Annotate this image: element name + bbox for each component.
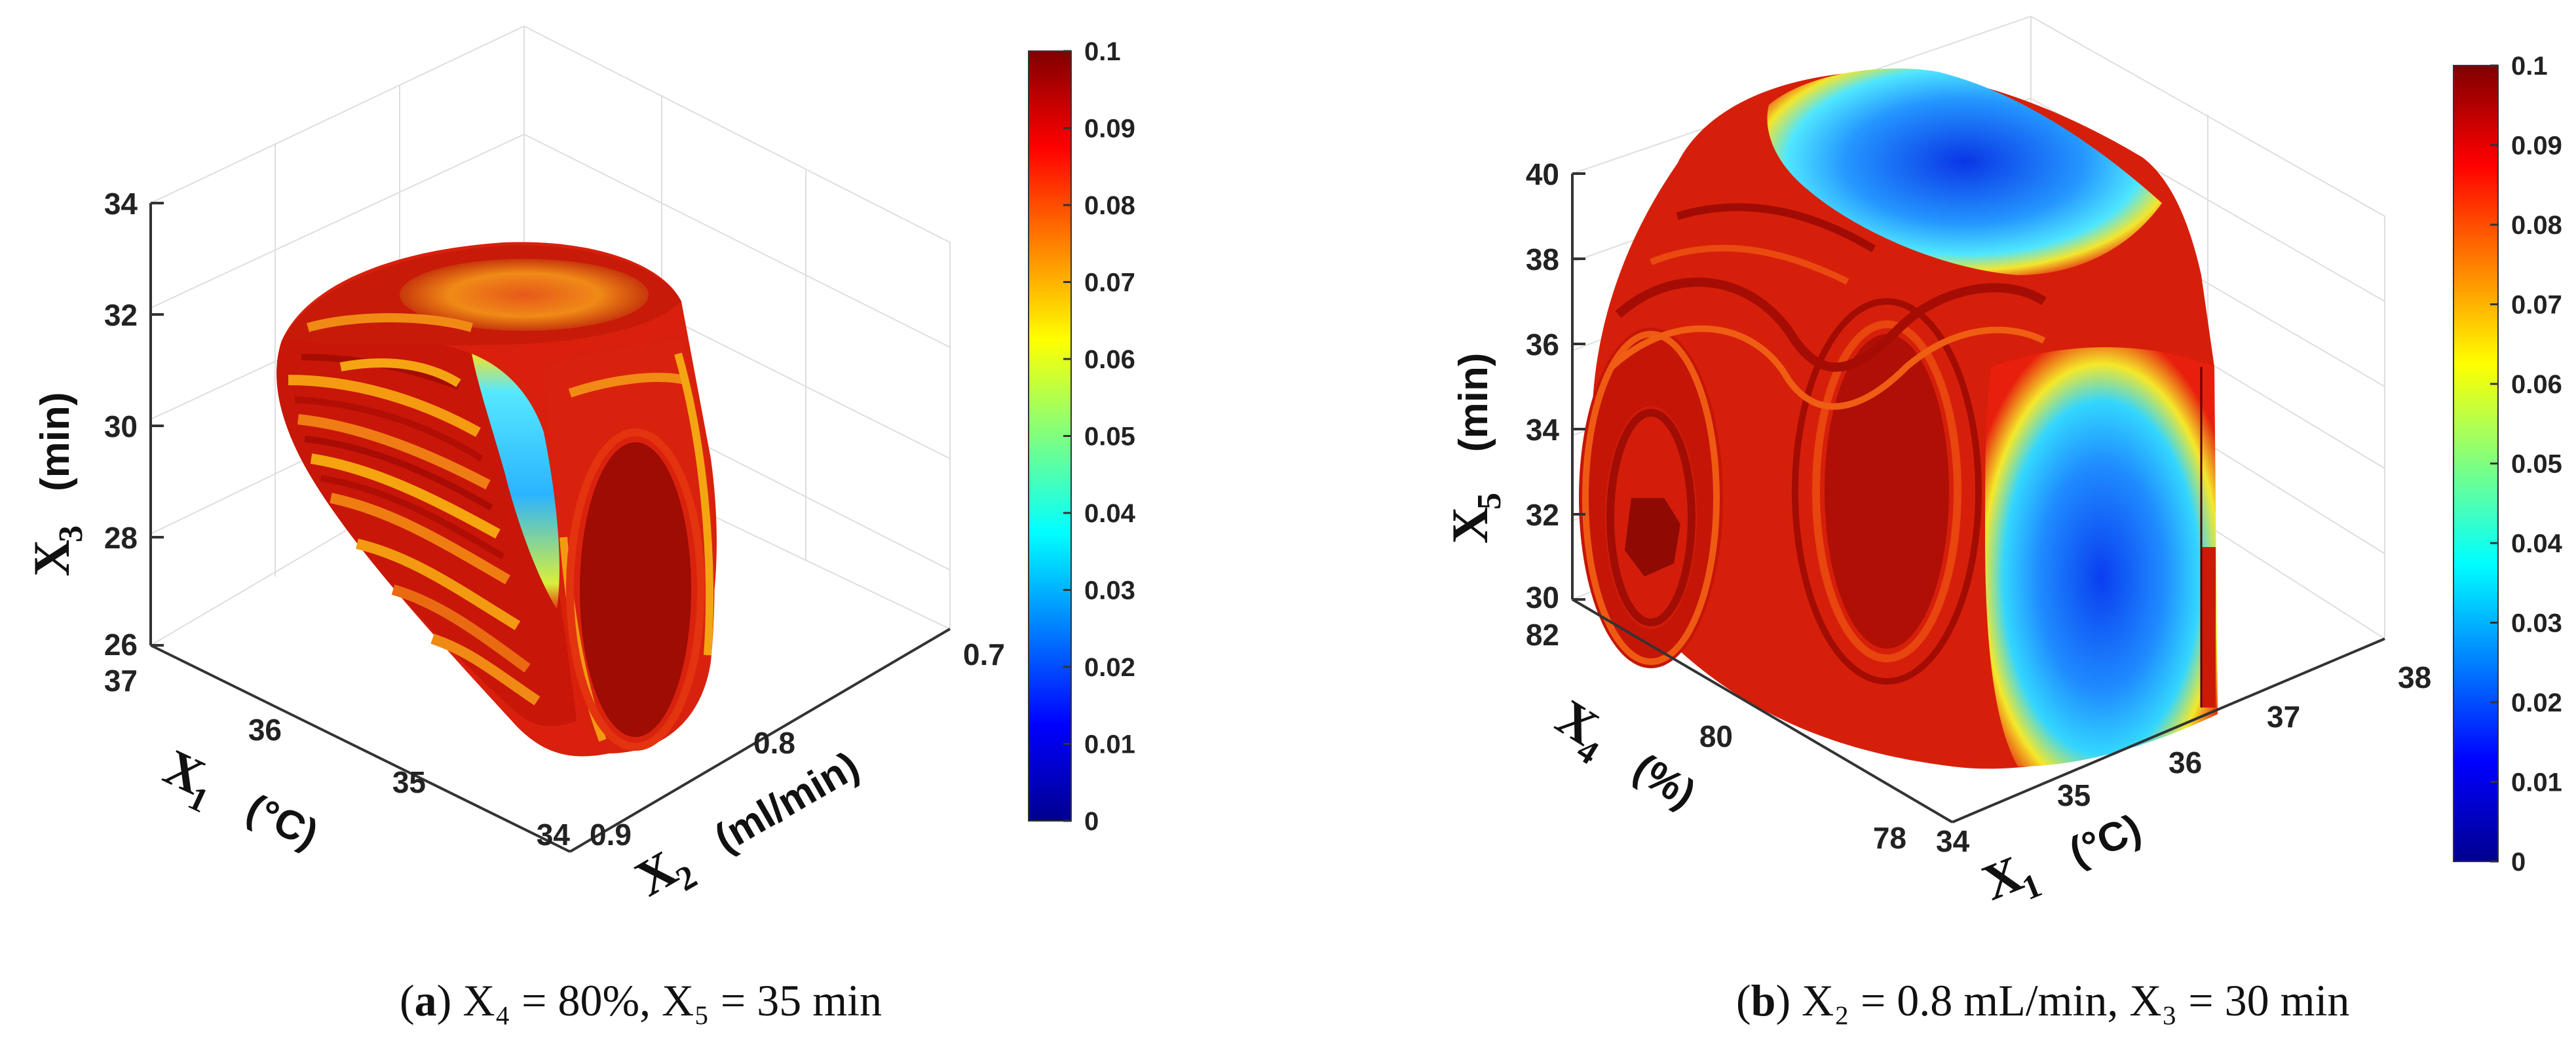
panel-b-colorbar-tick-label: 0.06 (2511, 370, 2562, 399)
panel-b-x4-tick: 80 (1699, 719, 1733, 753)
panel-b-volume (1579, 68, 2218, 768)
panel-b-x5-tick: 36 (1526, 328, 1559, 362)
panel-b-x1-unit: (°C) (2063, 806, 2148, 875)
panel-a-x2-tick: 0.7 (963, 637, 1005, 672)
panel-a-colorbar-ticks: 0 0.01 0.02 0.03 0.04 0.05 0.06 0.07 0.08 0.09 0.1 (1063, 37, 1136, 836)
panel-a-caption-label: a (415, 975, 437, 1025)
panel-a-x3-label: X 3 (min) (23, 392, 90, 577)
panel-a-caption-text: X₄ = 80%, X₅ = 35 min (463, 975, 882, 1025)
panel-b: 40 38 36 34 32 30 82 80 78 34 35 36 37 3… (1441, 16, 2563, 1025)
panel-a-x3-tick: 26 (104, 628, 138, 662)
panel-b-x1-tick: 35 (2057, 778, 2091, 812)
panel-a-caption-open-paren: ( (400, 975, 415, 1025)
panel-a-x3-subscript: 3 (52, 525, 90, 542)
panel-a-colorbar-tick-label: 0.05 (1084, 423, 1135, 451)
panel-b-x5-subscript: 5 (1471, 493, 1508, 510)
panel-b-x1-tick: 38 (2398, 660, 2431, 694)
panel-b-colorbar-tick-label: 0.07 (2511, 291, 2562, 320)
panel-b-colorbar-ticks: 0 0.01 0.02 0.03 0.04 0.05 0.06 0.07 0.08 0.09 0.1 (2490, 52, 2563, 877)
panel-b-colorbar-tick-label: 0.03 (2511, 609, 2562, 638)
panel-a-caption: (a) X₄ = 80%, X₅ = 35 min (400, 975, 882, 1025)
panel-a-colorbar-tick-label: 0.1 (1084, 37, 1121, 66)
panel-a-x3-tick: 30 (104, 409, 138, 444)
panel-b-colorbar-tick-label: 0.01 (2511, 768, 2562, 797)
panel-b-right-blue (1985, 347, 2218, 767)
panel-b-colorbar-tick-label: 0.02 (2511, 689, 2562, 717)
panel-b-caption-text: X₂ = 0.8 mL/min, X₃ = 30 min (1802, 975, 2349, 1025)
panel-b-colorbar-tick-label: 0.08 (2511, 211, 2562, 240)
panel-a-x3-tick: 34 (104, 187, 138, 221)
panel-a-x1-label: X 1 (°C) (151, 738, 328, 868)
panel-b-x4-unit: (%) (1625, 746, 1703, 818)
panel-b-colorbar-tick-label: 0.04 (2511, 529, 2563, 558)
panel-b-x1-tick: 37 (2267, 700, 2300, 734)
panel-b-x4-tick: 78 (1873, 821, 1906, 855)
panel-a-x1-tick: 36 (248, 713, 282, 747)
panel-b-x5-label: X 5 (min) (1441, 352, 1508, 544)
panel-a-x3-tick: 28 (104, 521, 138, 555)
panel-a-colorbar-tick-label: 0.07 (1084, 269, 1135, 297)
panel-b-x1-tick: 34 (1936, 824, 1970, 858)
panel-b-x5-tick: 32 (1526, 498, 1559, 532)
panel-b-colorbar-tick-label: 0 (2511, 848, 2526, 877)
panel-a-colorbar-tick-label: 0.04 (1084, 499, 1136, 528)
panel-b-x5-unit: (min) (1451, 352, 1496, 452)
panel-b-x4-tick: 82 (1526, 618, 1559, 652)
panel-a-x1-tick: 37 (104, 664, 138, 698)
panel-a-x2-unit: (ml/min) (707, 743, 866, 861)
panel-a-colorbar-tick-label: 0.02 (1084, 653, 1135, 682)
panel-b-caption-close-paren: ) (1775, 975, 1802, 1025)
panel-b-x4-label: X 4 (%) (1542, 689, 1709, 827)
panel-a-x3-unit: (min) (33, 392, 78, 491)
panel-b-colorbar-tick-label: 0.09 (2511, 132, 2562, 161)
panel-a-caption-close-paren: ) (437, 975, 463, 1025)
panel-a-colorbar-tick-label: 0.03 (1084, 577, 1135, 605)
panel-a-x1-tick: 35 (392, 765, 426, 799)
panel-a-colorbar-tick-label: 0.09 (1084, 115, 1135, 143)
panel-b-x5-tick: 38 (1526, 242, 1559, 276)
panel-b-x1-label: X 1 (°C) (1975, 797, 2152, 920)
panel-b-x5-tick: 40 (1526, 157, 1559, 191)
panel-b-x5-tick: 34 (1526, 413, 1560, 447)
panel-b-colorbar-tick-label: 0.05 (2511, 450, 2562, 479)
panel-b-caption-open-paren: ( (1736, 975, 1751, 1025)
panel-b-caption: (b) X₂ = 0.8 mL/min, X₃ = 30 min (1736, 975, 2349, 1025)
panel-a-colorbar-tick-label: 0 (1084, 807, 1099, 836)
panel-a-x3-symbol: X (23, 540, 80, 577)
panel-a-colorbar-tick-label: 0.08 (1084, 191, 1135, 220)
panel-a-dark-ellipse (580, 442, 691, 737)
panel-a-x2-tick: 0.9 (590, 818, 632, 852)
panel-b-x1-tick: 36 (2169, 746, 2202, 780)
panel-a-x3-tick: 32 (104, 298, 138, 332)
panel-a-x2-tick: 0.8 (753, 726, 795, 760)
panel-a-colorbar: 0 0.01 0.02 0.03 0.04 0.05 0.06 0.07 0.08 0.09 0.1 (1029, 37, 1136, 836)
figure: 34 32 30 28 26 37 36 35 34 0.9 0.8 0.7 X… (0, 0, 2576, 1041)
panel-a-volume (276, 242, 717, 757)
panel-a: 34 32 30 28 26 37 36 35 34 0.9 0.8 0.7 X… (23, 26, 1136, 1025)
panel-b-x5-symbol: X (1441, 507, 1498, 544)
panel-a-colorbar-tick-label: 0.01 (1084, 730, 1135, 759)
panel-b-caption-label: b (1751, 975, 1776, 1025)
panel-a-x1-unit: (°C) (240, 785, 325, 857)
panel-a-x1-tick: 34 (537, 818, 571, 852)
panel-b-colorbar: 0 0.01 0.02 0.03 0.04 0.05 0.06 0.07 0.08 0.09 0.1 (2453, 52, 2563, 877)
panel-b-x5-tick: 30 (1526, 580, 1559, 615)
panel-b-colorbar-tick-label: 0.1 (2511, 52, 2548, 81)
panel-a-x2-label: X 2 (ml/min) (626, 734, 873, 915)
panel-a-colorbar-tick-label: 0.06 (1084, 345, 1135, 374)
